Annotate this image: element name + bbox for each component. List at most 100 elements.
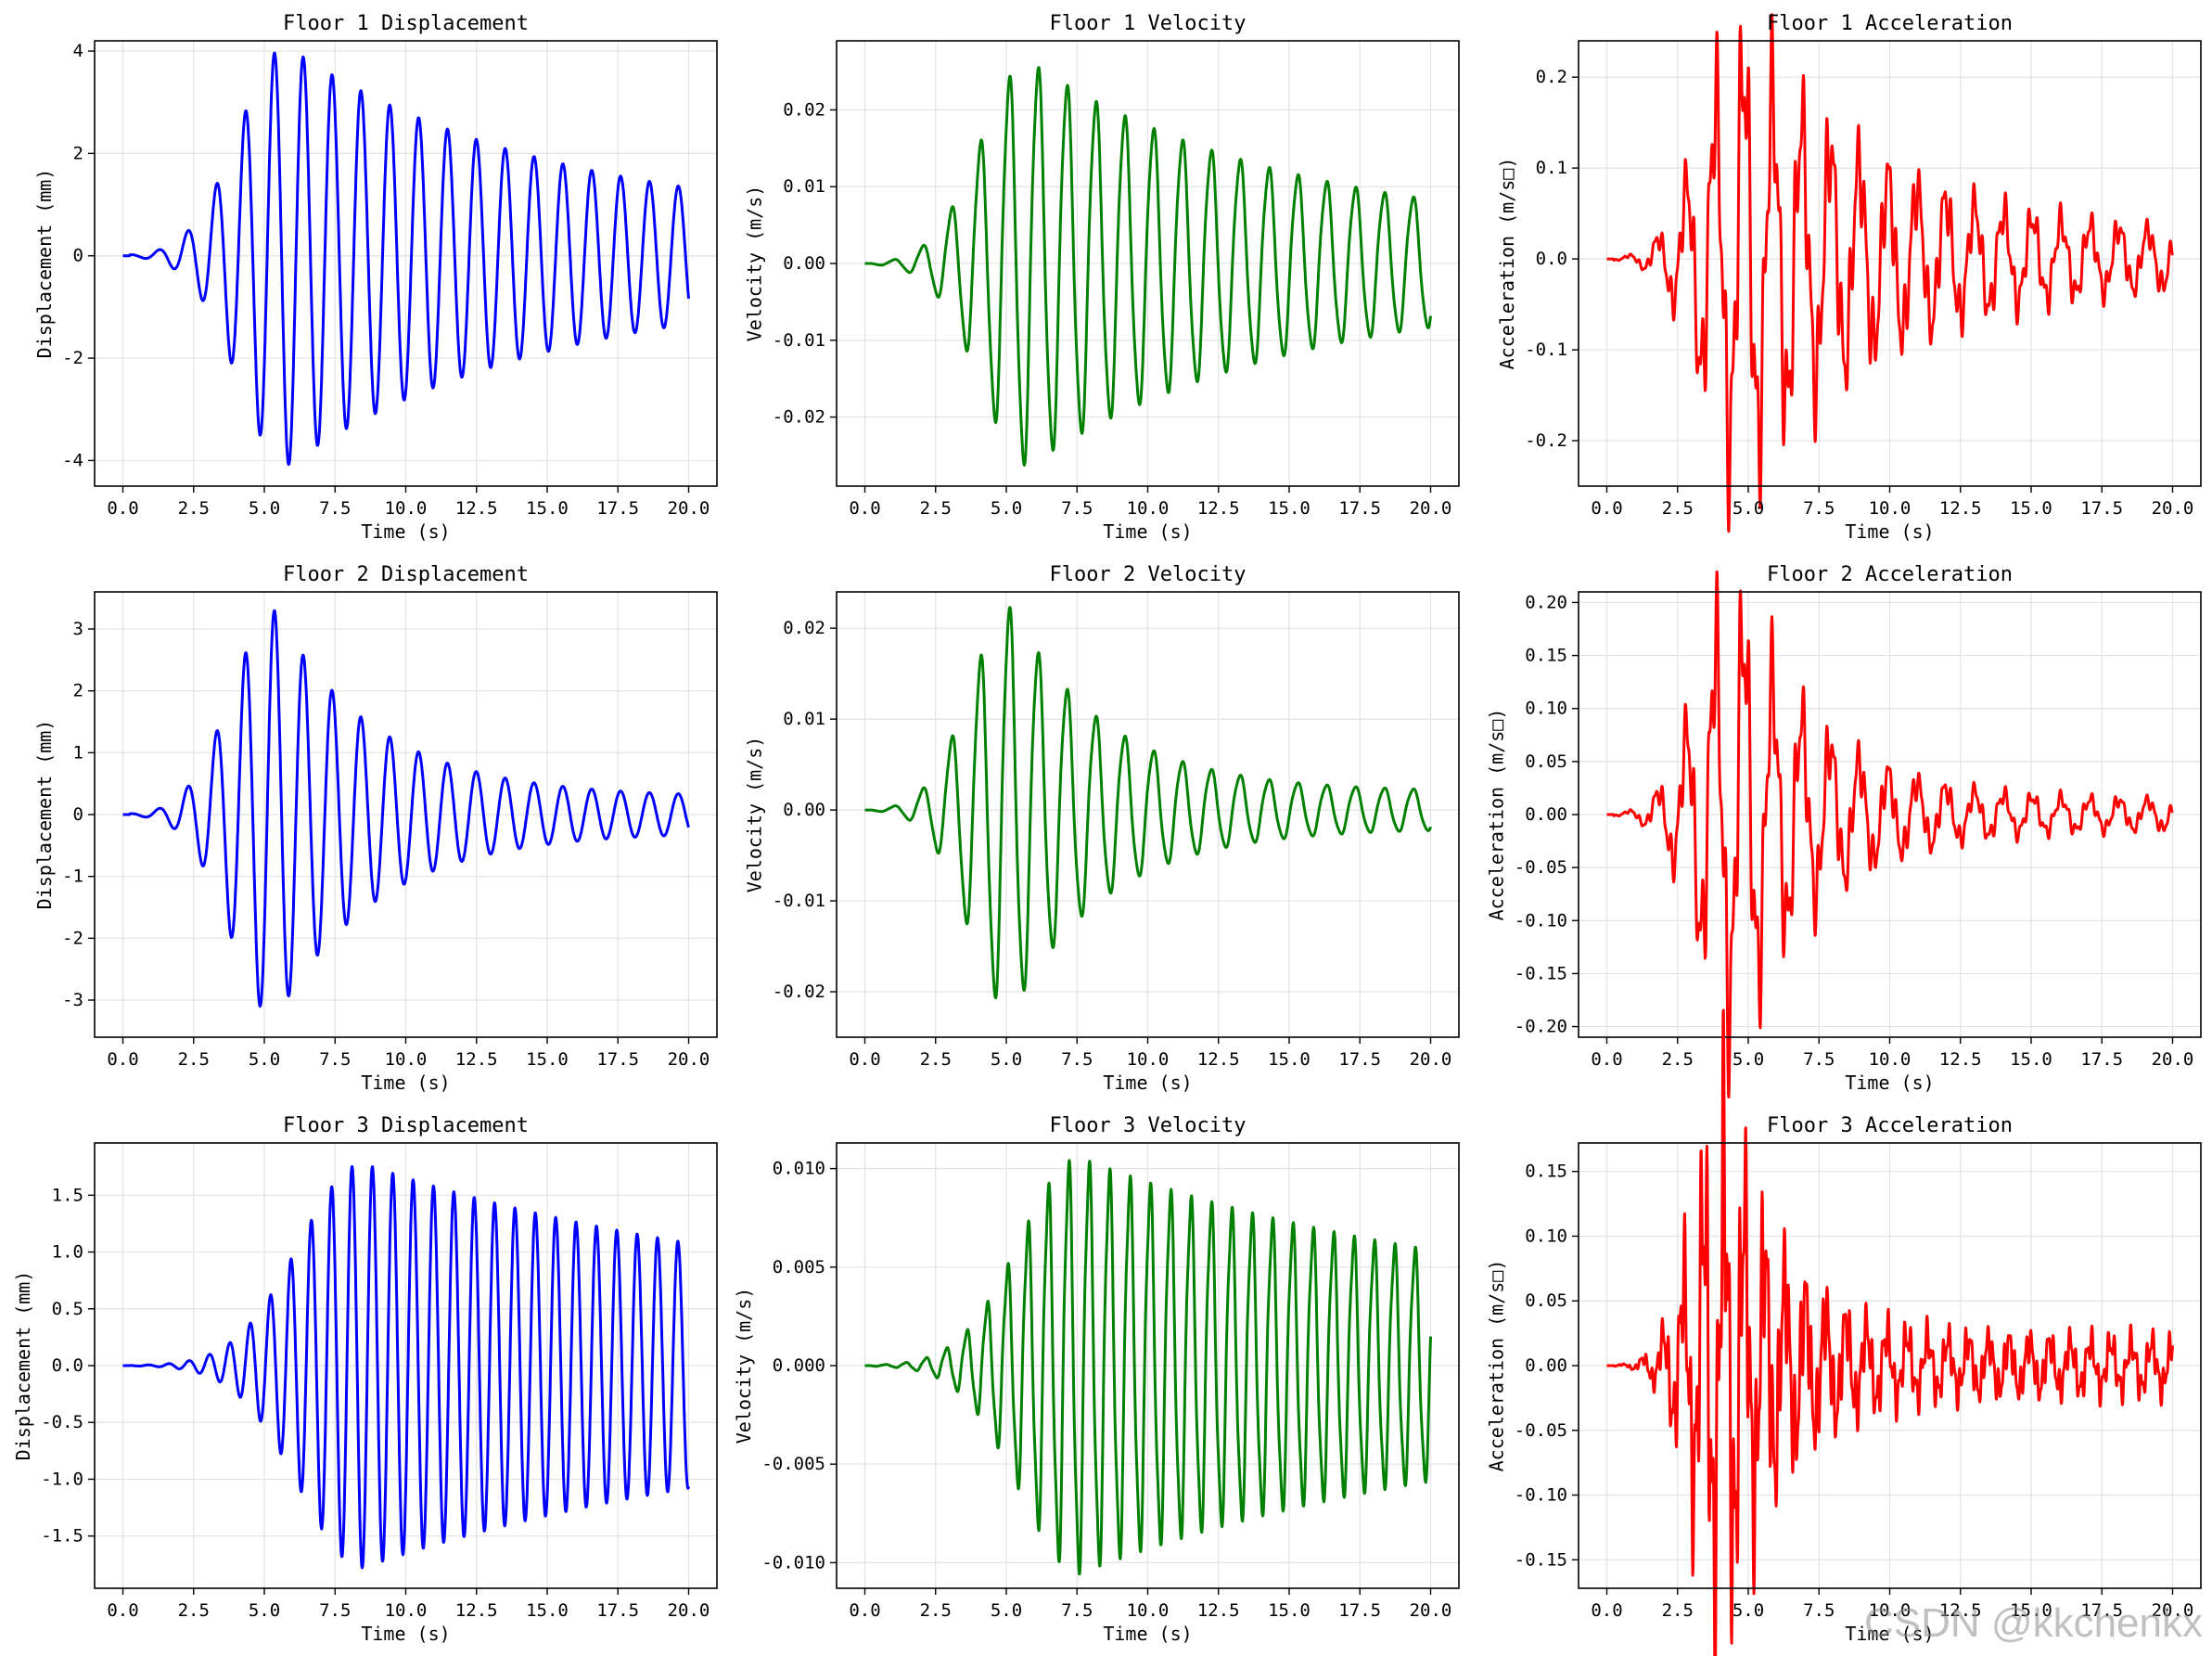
x-tick-label: 10.0 — [385, 1049, 428, 1070]
x-tick-label: 10.0 — [385, 498, 428, 519]
x-tick-label: 2.5 — [178, 1600, 210, 1621]
y-tick-label: 0.10 — [1525, 699, 1567, 719]
x-tick-label: 12.5 — [1197, 498, 1240, 519]
x-tick-label: 5.0 — [249, 1600, 280, 1621]
y-axis-label: Acceleration (m/s□) — [1496, 158, 1518, 370]
x-tick-label: 15.0 — [526, 1049, 569, 1070]
x-tick-label: 10.0 — [1127, 498, 1170, 519]
x-tick-label: 20.0 — [668, 1600, 710, 1621]
y-tick-label: 0.5 — [52, 1299, 83, 1319]
x-tick-label: 7.5 — [1061, 1600, 1093, 1621]
x-tick-label: 5.0 — [249, 498, 280, 519]
x-axis-label: Time (s) — [1103, 1072, 1192, 1094]
y-tick-label: 0 — [73, 246, 83, 266]
x-tick-label: 0.0 — [1591, 1600, 1622, 1621]
x-tick-label: 7.5 — [1803, 1049, 1835, 1070]
y-tick-label: -0.20 — [1515, 1017, 1567, 1037]
y-tick-label: 0.10 — [1525, 1226, 1567, 1246]
subplot-1: 0.0 2.5 5.0 7.5 10.0 12.5 15.0 17.5 20.0 -4 -2 0 2 4 F… — [33, 12, 718, 543]
series-line — [1605, 1008, 2174, 1656]
series-line — [121, 609, 690, 1008]
x-tick-label: 2.5 — [1662, 1600, 1694, 1621]
x-axis-label: Time (s) — [361, 520, 450, 543]
y-tick-label: -0.15 — [1515, 963, 1567, 983]
y-tick-label: 3 — [73, 619, 83, 639]
x-tick-label: 17.5 — [2080, 1049, 2123, 1070]
y-tick-label: 0.010 — [773, 1159, 825, 1179]
y-tick-label: -0.02 — [773, 407, 825, 428]
x-tick-label: 5.0 — [991, 1049, 1022, 1070]
y-tick-label: -0.10 — [1515, 910, 1567, 931]
x-tick-label: 7.5 — [1061, 498, 1093, 519]
x-tick-label: 20.0 — [668, 1049, 710, 1070]
x-tick-label: 5.0 — [249, 1049, 280, 1070]
y-tick-label: 0.05 — [1525, 751, 1567, 772]
x-tick-label: 15.0 — [526, 498, 569, 519]
subplot-4: 0.0 2.5 5.0 7.5 10.0 12.5 15.0 17.5 20.0 -3 -2 -1 0 1… — [33, 563, 718, 1094]
y-tick-label: -0.15 — [1515, 1549, 1567, 1570]
y-tick-label: 1.5 — [52, 1185, 83, 1205]
subplot-3: 0.0 2.5 5.0 7.5 10.0 12.5 15.0 17.5 20.0 -0.2 -0.1… — [1496, 12, 2202, 543]
series-line — [863, 66, 1432, 467]
x-tick-label: 5.0 — [991, 498, 1022, 519]
x-tick-label: 2.5 — [178, 498, 210, 519]
y-tick-label: -2 — [62, 928, 83, 948]
x-tick-label: 7.5 — [319, 1600, 351, 1621]
x-tick-label: 17.5 — [596, 1049, 639, 1070]
y-tick-label: 4 — [73, 41, 83, 61]
y-tick-label: 0.15 — [1525, 646, 1567, 666]
x-tick-label: 2.5 — [920, 1049, 952, 1070]
x-tick-label: 0.0 — [1591, 1049, 1622, 1070]
x-tick-label: 2.5 — [1662, 1049, 1694, 1070]
y-tick-label: 0.000 — [773, 1355, 825, 1376]
y-tick-label: 0 — [73, 804, 83, 825]
y-tick-label: 0.0 — [52, 1355, 83, 1376]
y-axis-label: Velocity (m/s) — [744, 737, 766, 893]
x-tick-label: 20.0 — [2152, 1600, 2194, 1621]
x-tick-label: 17.5 — [1338, 1600, 1381, 1621]
plot-title: Floor 3 Velocity — [1050, 1114, 1247, 1137]
y-tick-label: -0.2 — [1525, 430, 1567, 451]
series-line — [1605, 13, 2174, 533]
x-axis-label: Time (s) — [1845, 1072, 1934, 1094]
x-axis-label: Time (s) — [1103, 1623, 1192, 1645]
x-tick-label: 17.5 — [2080, 498, 2123, 519]
y-tick-label: 0.2 — [1536, 67, 1567, 87]
x-tick-label: 15.0 — [2010, 498, 2052, 519]
y-tick-label: 2 — [73, 681, 83, 701]
x-tick-label: 15.0 — [1268, 1600, 1311, 1621]
y-axis-label: Acceleration (m/s□) — [1486, 1260, 1508, 1472]
x-axis-label: Time (s) — [1845, 520, 1934, 543]
x-tick-label: 7.5 — [319, 498, 351, 519]
x-tick-label: 2.5 — [1662, 498, 1694, 519]
subplot-2: 0.0 2.5 5.0 7.5 10.0 12.5 15.0 17.5 20.0 -0.02 -0.… — [744, 12, 1460, 543]
x-tick-label: 15.0 — [526, 1600, 569, 1621]
y-tick-label: -0.01 — [773, 891, 825, 911]
y-tick-label: -0.010 — [761, 1552, 825, 1573]
plot-title: Floor 2 Velocity — [1050, 563, 1247, 586]
x-axis-label: Time (s) — [361, 1623, 450, 1645]
x-tick-label: 20.0 — [1410, 1600, 1452, 1621]
y-tick-label: 0.005 — [773, 1257, 825, 1277]
y-tick-label: -1 — [62, 867, 83, 887]
x-tick-label: 12.5 — [1939, 1600, 1982, 1621]
series-line — [863, 1159, 1432, 1576]
y-tick-label: -0.10 — [1515, 1485, 1567, 1506]
x-tick-label: 2.5 — [920, 498, 952, 519]
y-tick-label: -0.05 — [1515, 1420, 1567, 1441]
x-tick-label: 12.5 — [455, 1049, 498, 1070]
y-tick-label: -2 — [62, 348, 83, 368]
x-axis-label: Time (s) — [361, 1072, 450, 1094]
x-tick-label: 5.0 — [1733, 1049, 1764, 1070]
x-tick-label: 20.0 — [668, 498, 710, 519]
y-tick-label: -0.05 — [1515, 857, 1567, 878]
x-tick-label: 15.0 — [2010, 1049, 2052, 1070]
x-tick-label: 10.0 — [1869, 498, 1912, 519]
x-tick-label: 20.0 — [1410, 1049, 1452, 1070]
y-tick-label: 0.01 — [783, 709, 825, 729]
x-tick-label: 0.0 — [849, 1600, 880, 1621]
x-tick-label: 17.5 — [1338, 498, 1381, 519]
x-tick-label: 7.5 — [1803, 498, 1835, 519]
subplot-7: 0.0 2.5 5.0 7.5 10.0 12.5 15.0 17.5 20.0 -1.5 -1.0… — [12, 1114, 718, 1645]
x-tick-label: 17.5 — [596, 498, 639, 519]
